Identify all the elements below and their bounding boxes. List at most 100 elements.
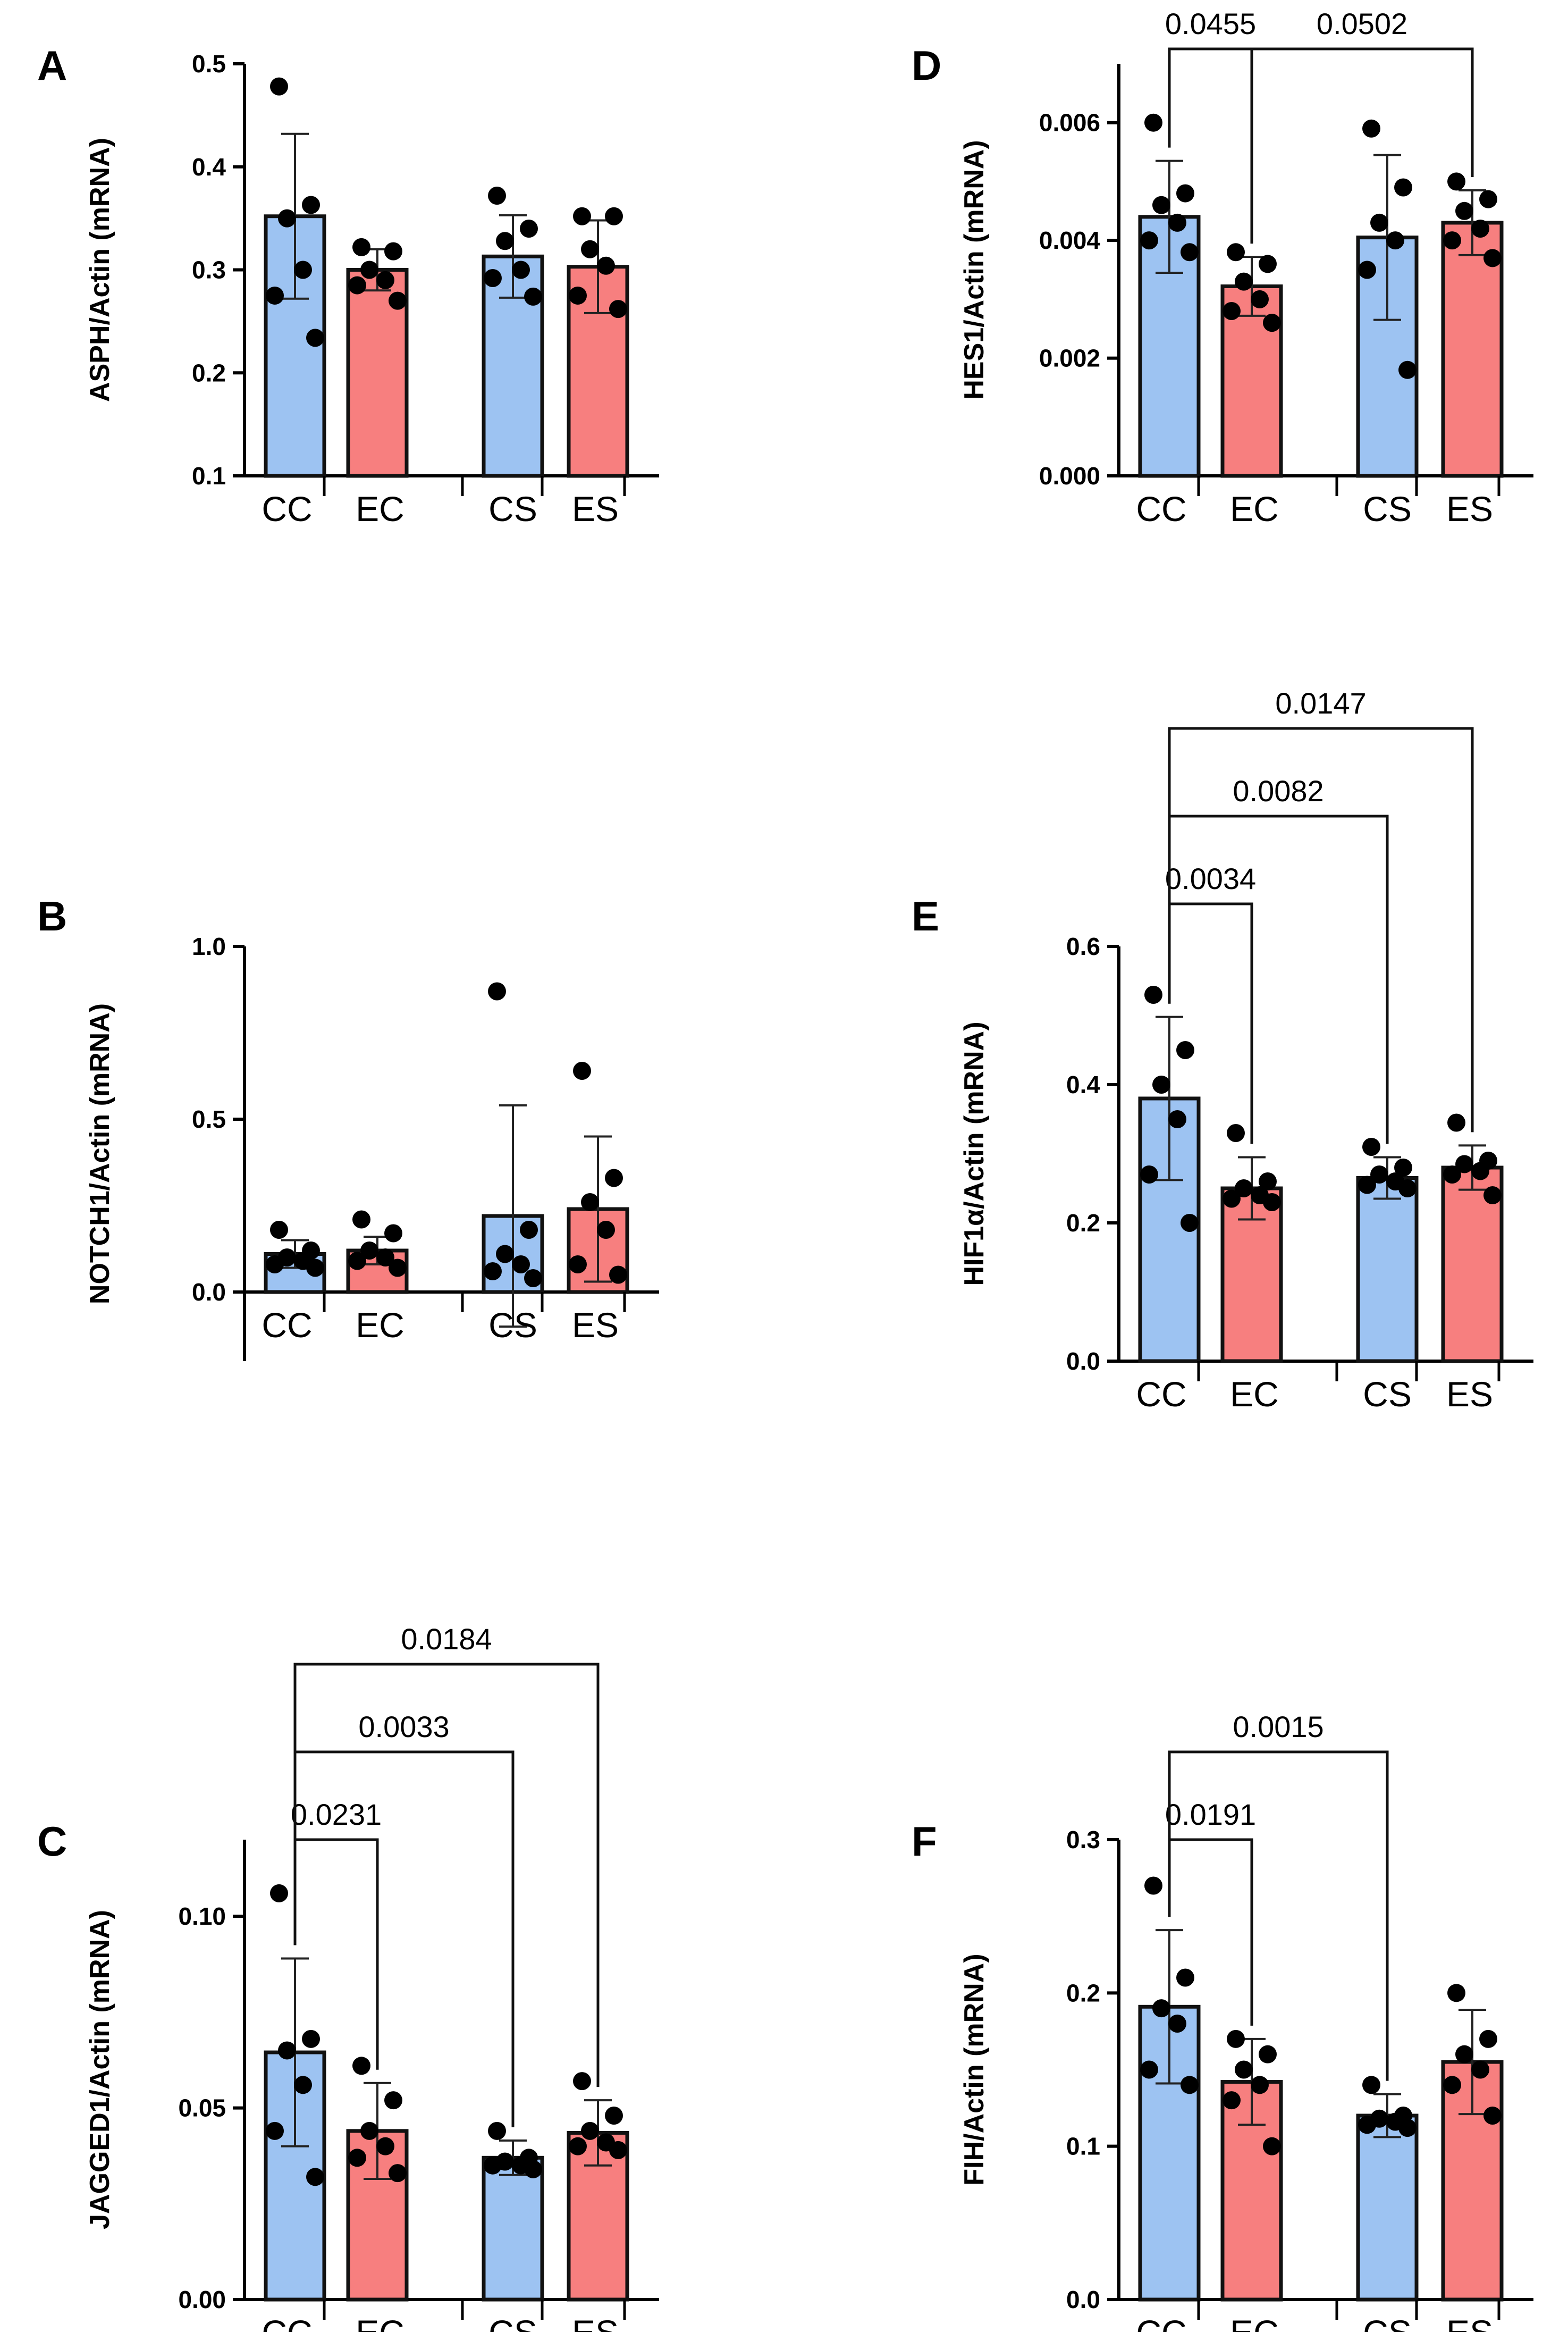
data-point	[376, 2137, 394, 2155]
panel-e: E 0.0 0.2 0.4 0.6 HIF1α/Actin (mRNA) CC EC CS ES 0…	[912, 686, 1533, 1414]
data-point	[581, 1193, 599, 1211]
data-point	[1483, 1186, 1502, 1204]
x-tick-label-es: ES	[1446, 489, 1493, 529]
y-tick-label: 0.2	[1066, 1209, 1100, 1237]
significance-bracket	[1168, 1838, 1253, 2026]
data-point	[605, 2107, 623, 2125]
y-tick-label: 0.6	[1066, 933, 1100, 960]
data-point	[1259, 2045, 1277, 2063]
y-tick-label: 0.4	[192, 153, 226, 181]
data-point	[389, 1259, 407, 1277]
data-point	[1386, 231, 1404, 250]
data-point	[389, 291, 407, 310]
data-point	[1394, 1159, 1412, 1177]
data-point	[1370, 213, 1388, 232]
data-point	[376, 271, 394, 289]
data-point	[484, 1262, 502, 1280]
y-axis-title: NOTCH1/Actin (mRNA)	[85, 1003, 115, 1304]
panel-b: B 0.0 0.5 1.0 NOTCH1/Actin (mRNA) CC EC CS ES	[37, 893, 659, 1361]
x-tick-label-ec: EC	[1230, 1374, 1279, 1414]
data-point	[294, 2076, 312, 2094]
data-point	[569, 286, 587, 305]
data-point	[488, 2121, 506, 2140]
significance-bracket	[1168, 1750, 1389, 2081]
data-point	[1176, 1968, 1194, 1987]
data-point	[1140, 1165, 1158, 1184]
data-point	[1235, 2060, 1253, 2079]
data-point	[1168, 1110, 1186, 1128]
x-tick-label-es: ES	[1446, 1374, 1493, 1414]
data-point	[524, 1269, 542, 1287]
data-point	[360, 1242, 378, 1260]
data-point	[1483, 249, 1502, 267]
data-point	[352, 2057, 370, 2075]
data-point	[1227, 243, 1245, 262]
data-point	[1144, 1876, 1162, 1895]
y-axis-title: HIF1α/Actin (mRNA)	[959, 1021, 990, 1286]
significance-bracket	[1168, 47, 1253, 244]
data-point	[360, 2121, 378, 2140]
data-point	[520, 1221, 538, 1239]
data-point	[605, 1169, 623, 1187]
data-point	[609, 300, 627, 318]
data-point	[1471, 1162, 1489, 1180]
data-point	[1263, 314, 1281, 332]
y-tick-label: 0.4	[1066, 1071, 1100, 1098]
bar-cs	[1356, 1176, 1419, 1363]
x-tick-label-cs: CS	[1363, 1374, 1412, 1414]
x-tick-label-ec: EC	[356, 2313, 404, 2332]
data-point	[266, 2121, 284, 2140]
data-point	[1176, 184, 1194, 203]
data-point	[376, 1248, 394, 1266]
data-point	[1398, 360, 1417, 379]
data-point	[389, 2164, 407, 2183]
y-tick-label: 1.0	[192, 933, 226, 960]
data-point	[1259, 1172, 1277, 1190]
data-point	[488, 187, 506, 205]
data-point	[1263, 2137, 1281, 2155]
data-point	[581, 240, 599, 258]
data-point	[1394, 178, 1412, 197]
data-point	[1223, 2091, 1241, 2110]
p-value-label: 0.0502	[1317, 7, 1407, 40]
y-tick-label: 0.00	[178, 2286, 226, 2313]
data-point	[1479, 2029, 1497, 2048]
y-tick-label: 0.5	[192, 1105, 226, 1133]
panel-c: C 0.00 0.05 0.10 JAGGED1/Actin (mRNA) CC EC CS E…	[37, 1622, 659, 2332]
x-tick-label-cc: CC	[1136, 2313, 1186, 2332]
data-point	[1370, 1165, 1388, 1184]
data-point	[360, 261, 378, 279]
y-tick-label: 0.2	[192, 359, 226, 387]
x-tick-label-cs: CS	[488, 489, 537, 529]
data-point	[1443, 2076, 1461, 2094]
data-point	[1443, 1165, 1461, 1184]
data-point	[1471, 2060, 1489, 2079]
data-point	[1358, 1176, 1376, 1194]
data-point	[270, 1221, 288, 1239]
y-tick-label: 0.006	[1039, 109, 1100, 137]
p-value-label: 0.0184	[401, 1622, 492, 1656]
significance-bracket	[1250, 47, 1474, 244]
x-tick-label-es: ES	[572, 1305, 619, 1345]
data-point	[484, 269, 502, 287]
data-point	[573, 2072, 591, 2091]
bar-es	[1441, 221, 1504, 478]
data-point	[1168, 213, 1186, 232]
data-point	[1263, 1193, 1281, 1211]
data-point	[1176, 1041, 1194, 1059]
x-tick-label-cs: CS	[1363, 489, 1412, 529]
y-tick-label: 0.004	[1039, 227, 1101, 254]
data-point	[1471, 220, 1489, 238]
data-point	[1362, 1138, 1380, 1156]
data-point	[1223, 302, 1241, 320]
data-point	[306, 1259, 324, 1277]
data-point	[348, 1252, 366, 1270]
x-tick-label-cs: CS	[488, 2313, 537, 2332]
data-point	[266, 286, 284, 305]
data-point	[573, 207, 591, 225]
y-tick-label: 0.5	[192, 50, 226, 78]
data-point	[1227, 1124, 1245, 1142]
data-point	[1362, 119, 1380, 138]
data-point	[1181, 243, 1199, 262]
